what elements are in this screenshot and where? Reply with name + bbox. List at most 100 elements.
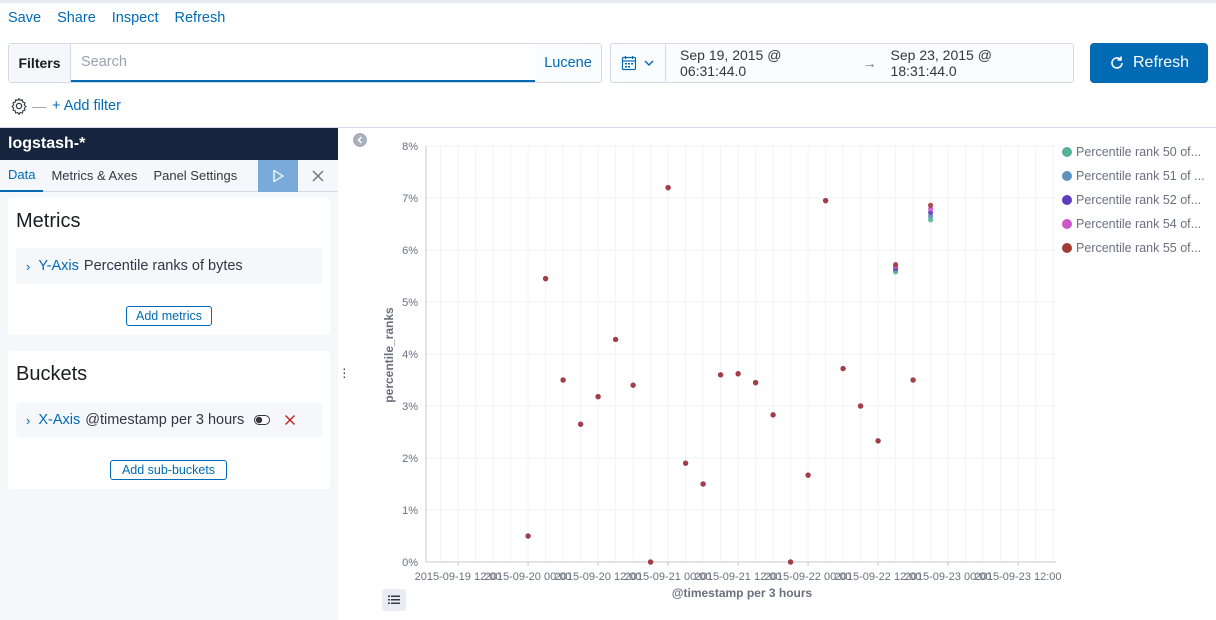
- legend-dot: [1062, 147, 1072, 157]
- data-point: [910, 377, 916, 383]
- x-axis-description: @timestamp per 3 hours: [85, 412, 245, 428]
- y-tick-label: 4%: [402, 349, 418, 361]
- data-point: [700, 481, 706, 487]
- x-tick-label: 2015-09-20 12:00: [555, 571, 642, 583]
- chevron-down-icon: [644, 60, 654, 66]
- y-tick-label: 3%: [402, 401, 418, 413]
- data-point: [542, 276, 549, 282]
- buckets-title: Buckets: [16, 363, 88, 385]
- top-nav: Save Share Inspect Refresh: [0, 10, 233, 32]
- x-axis-title: @timestamp per 3 hours: [672, 586, 813, 600]
- search-input[interactable]: [71, 44, 535, 82]
- legend-dot: [1062, 219, 1072, 229]
- axes: [425, 146, 1056, 566]
- calendar-icon: [621, 56, 637, 71]
- legend-label: Percentile rank 50 of...: [1076, 145, 1202, 159]
- y-tick-label: 5%: [402, 297, 418, 309]
- end-date[interactable]: Sep 23, 2015 @ 18:31:44.0: [890, 47, 992, 79]
- y-axis-label: Y-Axis: [38, 258, 79, 274]
- query-language-button[interactable]: Lucene: [544, 55, 592, 71]
- data-point: [735, 371, 741, 377]
- x-tick-label: 2015-09-20 00:00: [485, 571, 572, 583]
- data-point: [665, 185, 671, 191]
- data-point: [840, 365, 846, 372]
- collapse-sidebar-button[interactable]: [353, 133, 367, 147]
- divider: —: [32, 98, 46, 114]
- quick-select-button[interactable]: [611, 44, 667, 82]
- x-tick-label: 2015-09-19 12:00: [415, 571, 502, 583]
- apply-changes-button[interactable]: [258, 160, 298, 192]
- y-axis-agg-row[interactable]: › Y-Axis Percentile ranks of bytes: [16, 248, 322, 284]
- refresh-button[interactable]: Refresh: [1090, 43, 1208, 83]
- y-tick-label: 2%: [402, 453, 418, 465]
- refresh-link[interactable]: Refresh: [174, 10, 226, 26]
- buckets-panel: Buckets › X-Axis @timestamp per 3 hours …: [8, 351, 330, 489]
- share-link[interactable]: Share: [57, 10, 96, 26]
- legend-item[interactable]: Percentile rank 55 of...: [1062, 236, 1205, 260]
- top-border: [0, 0, 1216, 3]
- editor-sidebar: logstash-* Data Metrics & Axes Panel Set…: [0, 128, 338, 620]
- filters-label[interactable]: Filters: [9, 44, 71, 82]
- resize-handle[interactable]: · · ·: [342, 360, 347, 384]
- index-pattern-title: logstash-*: [0, 128, 338, 160]
- data-point: [927, 217, 934, 223]
- tab-panel-settings[interactable]: Panel Settings: [153, 168, 238, 183]
- filter-row: — + Add filter: [10, 96, 121, 116]
- tab-data[interactable]: Data: [0, 160, 44, 192]
- legend-item[interactable]: Percentile rank 54 of...: [1062, 212, 1205, 236]
- chevron-right-icon[interactable]: ›: [26, 412, 31, 428]
- data-point: [857, 403, 864, 409]
- data-point: [752, 380, 759, 386]
- inspect-link[interactable]: Inspect: [111, 10, 159, 26]
- chevron-left-icon: [357, 136, 363, 144]
- data-point: [927, 202, 934, 208]
- y-tick-labels: 0% 1% 2% 3% 4% 5% 6% 7% 8%: [402, 141, 418, 569]
- legend-toggle-button[interactable]: [382, 589, 406, 611]
- data-point: [647, 559, 654, 565]
- discard-button[interactable]: [306, 160, 330, 192]
- x-axis-agg-row[interactable]: › X-Axis @timestamp per 3 hours: [16, 402, 322, 438]
- data-point: [927, 206, 934, 212]
- refresh-button-label: Refresh: [1132, 54, 1190, 71]
- data-point: [682, 460, 689, 466]
- data-point: [927, 209, 934, 216]
- legend-label: Percentile rank 51 of ...: [1076, 169, 1205, 183]
- remove-icon[interactable]: [284, 414, 296, 426]
- toggle-icon[interactable]: [254, 415, 271, 425]
- metrics-panel: Metrics › Y-Axis Percentile ranks of byt…: [8, 198, 330, 335]
- legend-label: Percentile rank 52 of...: [1076, 193, 1202, 207]
- x-tick-label: 2015-09-23 12:00: [975, 571, 1062, 583]
- data-point: [717, 372, 724, 378]
- gear-icon[interactable]: [10, 97, 28, 115]
- add-filter-button[interactable]: + Add filter: [52, 98, 121, 114]
- editor-tabs: Data Metrics & Axes Panel Settings: [0, 160, 338, 192]
- start-date[interactable]: Sep 19, 2015 @ 06:31:44.0: [680, 47, 782, 79]
- y-axis-description: Percentile ranks of bytes: [83, 258, 243, 274]
- save-link[interactable]: Save: [8, 10, 42, 26]
- data-point: [577, 421, 584, 427]
- x-tick-label: 2015-09-21 12:00: [695, 571, 782, 583]
- grid-lines: [426, 145, 1056, 563]
- data-point: [892, 261, 899, 268]
- divider-line: [0, 127, 1216, 128]
- data-point: [560, 377, 566, 383]
- data-points: [525, 185, 934, 565]
- add-metrics-button[interactable]: Add metrics: [126, 306, 212, 326]
- data-point: [595, 394, 601, 400]
- legend-item[interactable]: Percentile rank 51 of ...: [1062, 164, 1205, 188]
- data-point: [770, 412, 776, 418]
- scatter-chart: 0%1%2%3%4%5%6%7%8% 2015-09-19 12:002015-…: [382, 141, 1062, 600]
- x-tick-label: 2015-09-23 00:00: [905, 571, 992, 583]
- chevron-right-icon[interactable]: ›: [26, 258, 31, 274]
- legend-item[interactable]: Percentile rank 52 of...: [1062, 188, 1205, 212]
- add-sub-buckets-button[interactable]: Add sub-buckets: [110, 460, 227, 480]
- metrics-title: Metrics: [16, 210, 81, 232]
- legend-label: Percentile rank 54 of...: [1076, 217, 1202, 231]
- x-tick-label: 2015-09-22 12:00: [835, 571, 922, 583]
- tab-metrics-axes[interactable]: Metrics & Axes: [51, 168, 138, 183]
- data-point: [927, 213, 934, 219]
- legend-dot: [1062, 195, 1072, 205]
- legend-item[interactable]: Percentile rank 50 of...: [1062, 140, 1205, 164]
- legend-dot: [1062, 171, 1072, 181]
